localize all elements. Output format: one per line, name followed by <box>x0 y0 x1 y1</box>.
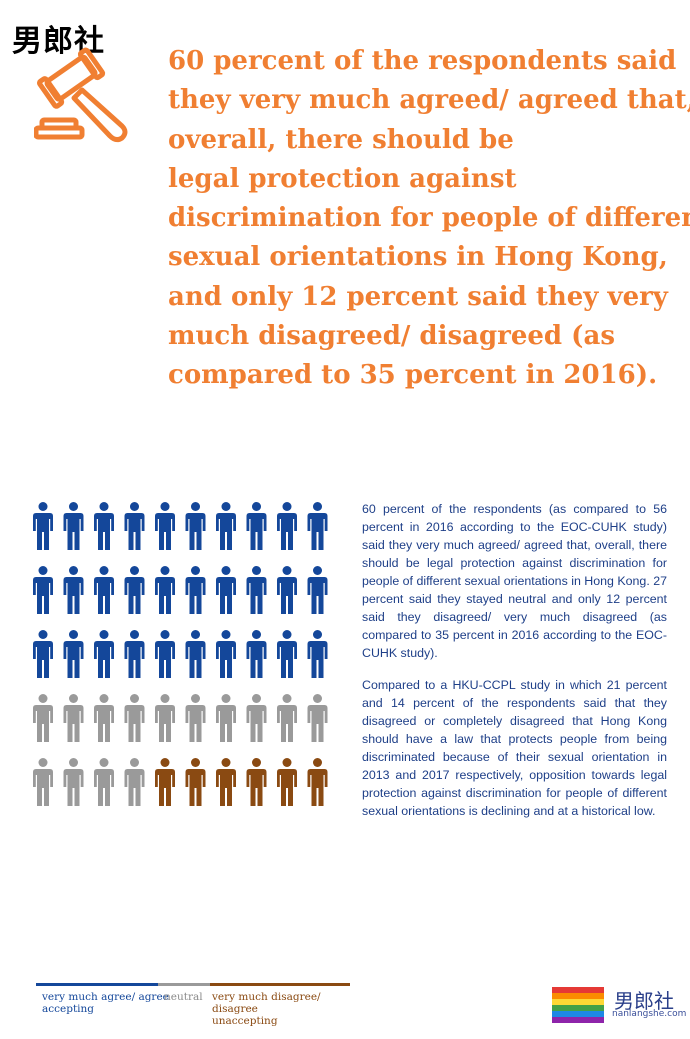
person-icon <box>124 566 145 614</box>
headline-line: 60 percent of the respondents said <box>168 46 677 76</box>
person-icon <box>63 630 84 678</box>
person-icon <box>185 502 206 550</box>
legend-disagree-line2: unaccepting <box>212 1015 278 1027</box>
person-icon <box>94 630 114 678</box>
legend-disagree-line1: very much disagree/ disagree <box>212 991 321 1015</box>
pictogram-chart <box>33 502 328 806</box>
legend-agree-line1: very much agree/ agree <box>42 991 169 1003</box>
person-icon <box>124 502 145 550</box>
person-icon <box>155 758 175 806</box>
person-icon <box>277 758 297 806</box>
person-icon <box>246 566 267 614</box>
person-icon <box>94 694 114 742</box>
legend-bar-neutral <box>158 983 210 986</box>
person-icon <box>246 630 267 678</box>
person-icon <box>63 502 84 550</box>
brand-domain: nanlangshe.com <box>612 1009 687 1019</box>
person-icon <box>307 566 328 614</box>
headline-line: they very much agreed/ agreed that, <box>168 85 690 116</box>
person-icon <box>277 694 297 742</box>
person-icon <box>155 630 175 678</box>
person-icon <box>246 758 267 806</box>
person-icon <box>124 758 145 806</box>
brand-name: 男郎社 <box>614 989 674 1013</box>
rainbow-flag-icon <box>552 987 604 1023</box>
headline-line: discrimination for people of different <box>168 203 690 234</box>
body-text: 60 percent of the respondents (as compar… <box>362 500 667 834</box>
person-icon <box>246 694 267 742</box>
headline-line: much disagreed/ disagreed (as <box>168 321 615 352</box>
person-icon <box>246 502 267 550</box>
person-icon <box>63 758 84 806</box>
person-icon <box>307 502 328 550</box>
person-icon <box>63 566 84 614</box>
person-icon <box>185 694 206 742</box>
legend-bar-agree <box>36 983 158 986</box>
legend-agree-line2: accepting <box>42 1003 95 1015</box>
person-icon <box>33 566 53 614</box>
person-icon <box>33 694 53 742</box>
legend-label-agree: very much agree/ agree accepting <box>42 991 169 1015</box>
person-icon <box>33 502 53 550</box>
body-paragraph-2: Compared to a HKU-CCPL study in which 21… <box>362 678 667 818</box>
headline-line: sexual orientations in Hong Kong, <box>168 242 668 273</box>
person-icon <box>155 502 175 550</box>
person-icon <box>277 566 297 614</box>
person-icon <box>63 694 84 742</box>
legend-bar-disagree <box>210 983 350 986</box>
person-icon <box>216 694 236 742</box>
person-icon <box>277 630 297 678</box>
legend-label-disagree: very much disagree/ disagree unaccepting <box>212 991 366 1027</box>
person-icon <box>216 502 236 550</box>
headline-line: compared to 35 percent in 2016). <box>168 360 658 391</box>
headline-line: legal protection against <box>168 163 517 194</box>
legend: very much agree/ agree accepting neutral… <box>36 983 366 1027</box>
person-icon <box>155 566 175 614</box>
person-icon <box>216 630 236 678</box>
headline-line: and only 12 percent said they very <box>168 281 668 312</box>
person-icon <box>185 566 206 614</box>
watermark-logo-bottom: 男郎社 nanlangshe.com <box>552 987 686 1027</box>
legend-neutral-line1: neutral <box>164 991 203 1003</box>
person-icon <box>94 502 114 550</box>
person-icon <box>216 758 236 806</box>
legend-label-neutral: neutral <box>164 991 203 1003</box>
person-icon <box>185 630 206 678</box>
person-icon <box>307 758 328 806</box>
gavel-icon <box>34 47 128 143</box>
person-icon <box>155 694 175 742</box>
headline: 60 percent of the respondents said they … <box>168 42 690 396</box>
person-icon <box>124 694 145 742</box>
person-icon <box>94 758 114 806</box>
person-icon <box>33 630 53 678</box>
person-icon <box>124 630 145 678</box>
person-icon <box>185 758 206 806</box>
person-icon <box>277 502 297 550</box>
person-icon <box>94 566 114 614</box>
person-icon <box>307 630 328 678</box>
person-icon <box>216 566 236 614</box>
headline-line: overall, there should be <box>168 124 514 155</box>
person-icon <box>307 694 328 742</box>
body-paragraph-1: 60 percent of the respondents (as compar… <box>362 502 667 660</box>
person-icon <box>33 758 53 806</box>
